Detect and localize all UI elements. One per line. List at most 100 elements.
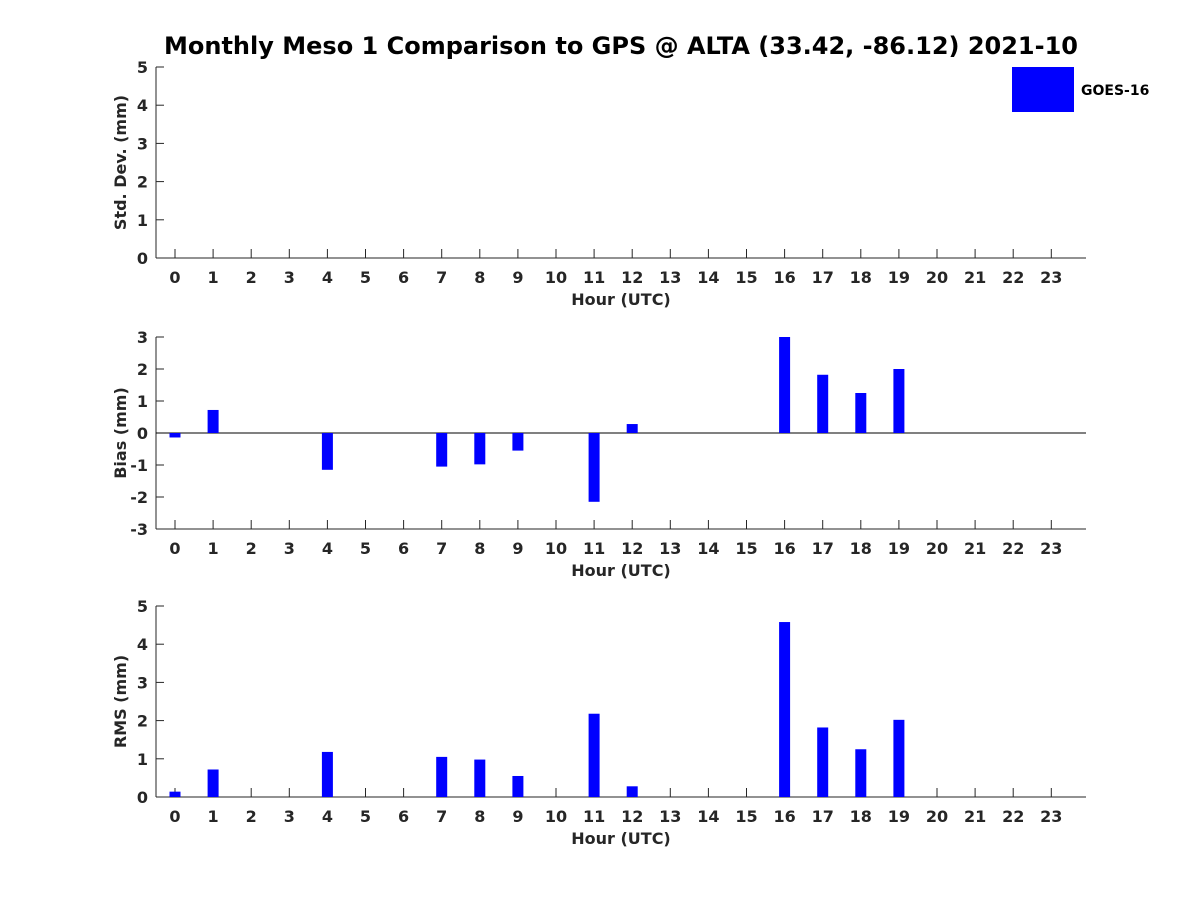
bar-hour-9 xyxy=(512,775,524,797)
x-tick-label: 12 xyxy=(621,539,643,558)
x-tick-label: 10 xyxy=(545,268,567,287)
x-tick-label: 21 xyxy=(964,539,986,558)
x-tick-label: 9 xyxy=(512,539,523,558)
x-tick-label: 13 xyxy=(659,539,681,558)
y-tick-label: 4 xyxy=(137,96,148,115)
bar-hour-11 xyxy=(588,433,600,502)
legend: GOES-16 xyxy=(1012,67,1149,112)
x-axis-label: Hour (UTC) xyxy=(571,561,671,580)
bar-hour-16 xyxy=(779,622,791,797)
y-tick-label: 1 xyxy=(137,392,148,411)
x-tick-label: 9 xyxy=(512,268,523,287)
x-tick-label: 8 xyxy=(474,268,485,287)
y-tick-label: 5 xyxy=(137,597,148,616)
y-tick-label: 1 xyxy=(137,211,148,230)
x-tick-label: 0 xyxy=(169,807,180,826)
bar-hour-19 xyxy=(893,719,905,797)
x-tick-label: 15 xyxy=(735,807,757,826)
x-tick-label: 17 xyxy=(812,807,834,826)
x-tick-label: 14 xyxy=(697,807,719,826)
bar-hour-17 xyxy=(817,727,829,797)
x-tick-label: 21 xyxy=(964,807,986,826)
x-tick-label: 19 xyxy=(888,539,910,558)
x-tick-label: 15 xyxy=(735,268,757,287)
x-tick-label: 5 xyxy=(360,807,371,826)
x-tick-label: 18 xyxy=(850,268,872,287)
y-tick-label: 2 xyxy=(137,173,148,192)
x-tick-label: 22 xyxy=(1002,268,1024,287)
bar-hour-8 xyxy=(474,433,486,465)
y-tick-label: 4 xyxy=(137,635,148,654)
x-tick-label: 17 xyxy=(812,539,834,558)
x-tick-label: 12 xyxy=(621,807,643,826)
bar-hour-17 xyxy=(817,374,829,433)
x-tick-label: 17 xyxy=(812,268,834,287)
y-tick-label: 2 xyxy=(137,712,148,731)
x-tick-label: 23 xyxy=(1040,539,1062,558)
x-tick-label: 0 xyxy=(169,268,180,287)
bar-hour-12 xyxy=(626,786,638,797)
x-tick-label: 16 xyxy=(773,268,795,287)
x-tick-label: 5 xyxy=(360,268,371,287)
x-tick-label: 19 xyxy=(888,268,910,287)
x-tick-label: 1 xyxy=(208,268,219,287)
x-tick-label: 23 xyxy=(1040,268,1062,287)
y-tick-label: -3 xyxy=(130,520,148,539)
bar-hour-18 xyxy=(855,393,867,433)
x-tick-label: 20 xyxy=(926,268,948,287)
x-tick-label: 23 xyxy=(1040,807,1062,826)
x-tick-label: 3 xyxy=(284,268,295,287)
bar-hour-1 xyxy=(207,769,219,797)
x-tick-label: 5 xyxy=(360,539,371,558)
x-tick-label: 6 xyxy=(398,268,409,287)
x-tick-label: 16 xyxy=(773,539,795,558)
x-tick-label: 2 xyxy=(246,807,257,826)
y-tick-label: 1 xyxy=(137,750,148,769)
x-tick-label: 11 xyxy=(583,807,605,826)
bar-hour-0 xyxy=(169,433,181,438)
bar-hour-4 xyxy=(321,751,333,797)
x-tick-label: 7 xyxy=(436,539,447,558)
y-tick-label: 3 xyxy=(137,134,148,153)
bar-hour-0 xyxy=(169,791,181,797)
x-tick-label: 13 xyxy=(659,268,681,287)
x-tick-label: 10 xyxy=(545,539,567,558)
y-tick-label: 0 xyxy=(137,788,148,807)
x-tick-label: 2 xyxy=(246,539,257,558)
x-tick-label: 20 xyxy=(926,539,948,558)
chart-title: Monthly Meso 1 Comparison to GPS @ ALTA … xyxy=(164,32,1078,60)
x-tick-label: 19 xyxy=(888,807,910,826)
x-axis-label: Hour (UTC) xyxy=(571,829,671,848)
bar-hour-19 xyxy=(893,369,905,433)
x-tick-label: 8 xyxy=(474,807,485,826)
x-tick-label: 1 xyxy=(208,807,219,826)
y-axis-label: Bias (mm) xyxy=(111,387,130,479)
x-tick-label: 12 xyxy=(621,268,643,287)
bar-hour-4 xyxy=(321,433,333,470)
x-tick-label: 16 xyxy=(773,807,795,826)
x-tick-label: 4 xyxy=(322,807,333,826)
bar-hour-1 xyxy=(207,409,219,433)
x-tick-label: 7 xyxy=(436,807,447,826)
y-tick-label: 2 xyxy=(137,360,148,379)
x-tick-label: 15 xyxy=(735,539,757,558)
legend-swatch-goes-16 xyxy=(1012,67,1074,112)
x-tick-label: 13 xyxy=(659,807,681,826)
x-tick-label: 3 xyxy=(284,539,295,558)
x-tick-label: 18 xyxy=(850,539,872,558)
bar-hour-7 xyxy=(436,756,448,797)
x-tick-label: 2 xyxy=(246,268,257,287)
x-axis-label: Hour (UTC) xyxy=(571,290,671,309)
y-axis-label: Std. Dev. (mm) xyxy=(111,95,130,230)
x-tick-label: 22 xyxy=(1002,807,1024,826)
y-tick-label: -1 xyxy=(130,456,148,475)
x-tick-label: 20 xyxy=(926,807,948,826)
x-tick-label: 11 xyxy=(583,539,605,558)
x-tick-label: 8 xyxy=(474,539,485,558)
x-tick-label: 18 xyxy=(850,807,872,826)
x-tick-label: 0 xyxy=(169,539,180,558)
